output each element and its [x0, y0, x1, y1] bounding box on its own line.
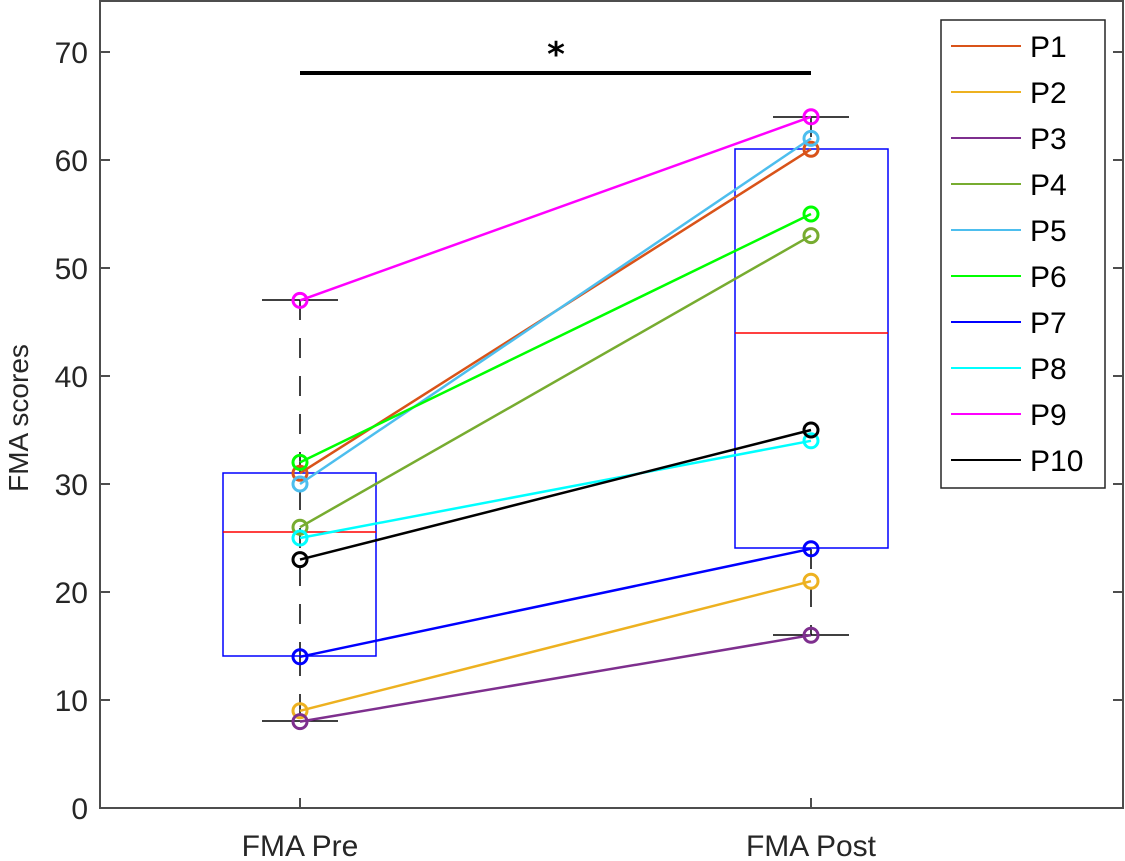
legend-item-p9: P9 [951, 399, 1067, 432]
y-tick: 40 [55, 361, 1123, 394]
data-point-marker [802, 108, 820, 126]
significance-annotation: * [300, 35, 811, 75]
x-tick-label-post: FMA Post [746, 830, 877, 861]
axes-frame [99, 0, 1124, 809]
y-axis: 0 10 20 30 40 50 60 [55, 37, 1123, 826]
y-axis-label: FMA scores [3, 344, 34, 492]
data-point-marker [291, 713, 309, 731]
legend-item-p3: P3 [951, 123, 1067, 156]
data-point-marker [802, 626, 820, 644]
series-p8 [291, 432, 820, 547]
y-tick: 70 [55, 37, 1123, 70]
series-line [299, 137, 812, 486]
boxplot-pre [222, 299, 377, 722]
series-p3 [291, 626, 820, 731]
data-point-marker [802, 572, 820, 590]
legend-label: P1 [1030, 31, 1067, 64]
data-point-marker [802, 227, 820, 245]
x-tick-label-pre: FMA Pre [242, 830, 359, 861]
y-tick-label: 70 [55, 37, 88, 70]
data-point-marker [291, 529, 309, 547]
data-point-marker [802, 432, 820, 450]
data-point-marker [802, 129, 820, 147]
legend-item-p7: P7 [951, 307, 1067, 340]
series-p9 [291, 108, 820, 309]
y-tick: 60 [55, 145, 1123, 178]
data-point-marker [802, 421, 820, 439]
y-tick-label: 10 [55, 685, 88, 718]
legend-item-p1: P1 [951, 31, 1067, 64]
y-tick-label: 20 [55, 577, 88, 610]
legend-label: P2 [1030, 77, 1067, 110]
data-point-marker [802, 140, 820, 158]
x-axis: FMA Pre FMA Post [242, 798, 877, 861]
legend-label: P10 [1030, 445, 1083, 478]
data-point-marker [291, 648, 309, 666]
y-tick-label: 50 [55, 253, 88, 286]
series-p10 [291, 421, 820, 569]
series-line [299, 439, 812, 540]
legend-item-p4: P4 [951, 169, 1067, 202]
data-point-marker [291, 551, 309, 569]
data-point-marker [291, 702, 309, 720]
data-point-marker [802, 205, 820, 223]
y-tick: 10 [55, 685, 1123, 718]
series-line [299, 212, 812, 464]
legend-label: P7 [1030, 307, 1067, 340]
data-point-marker [291, 464, 309, 482]
series-line [299, 115, 812, 302]
significance-asterisk: * [547, 35, 565, 75]
boxplot-post [734, 116, 889, 636]
legend-item-p2: P2 [951, 77, 1067, 110]
series-p4 [291, 227, 820, 536]
legend-item-p10: P10 [951, 445, 1083, 478]
data-point-marker [291, 518, 309, 536]
series-line [299, 579, 812, 713]
box [734, 148, 889, 549]
legend-item-p5: P5 [951, 215, 1067, 248]
y-tick-label: 40 [55, 361, 88, 394]
box [222, 472, 377, 657]
legend-item-p8: P8 [951, 353, 1067, 386]
data-point-marker [291, 291, 309, 309]
legend-label: P8 [1030, 353, 1067, 386]
y-tick-label: 30 [55, 469, 88, 502]
legend-item-p6: P6 [951, 261, 1067, 294]
series-line [299, 234, 812, 529]
y-tick-label: 0 [71, 793, 88, 826]
series-line [299, 633, 812, 723]
legend-box [940, 19, 1106, 489]
legend-label: P6 [1030, 261, 1067, 294]
y-tick-label: 60 [55, 145, 88, 178]
series-p7 [291, 540, 820, 666]
participant-series [291, 108, 820, 731]
series-p5 [291, 129, 820, 493]
legend: P1 P2 P3 P4 P5 P6 P7 P8 P9 P10 [940, 19, 1106, 489]
data-point-marker [802, 540, 820, 558]
legend-label: P5 [1030, 215, 1067, 248]
y-tick: 50 [55, 253, 1123, 286]
data-point-marker [291, 475, 309, 493]
legend-label: P4 [1030, 169, 1067, 202]
legend-label: P9 [1030, 399, 1067, 432]
y-tick: 0 [71, 793, 1123, 826]
series-line [299, 547, 812, 659]
data-point-marker [291, 453, 309, 471]
legend-label: P3 [1030, 123, 1067, 156]
series-line [299, 428, 812, 561]
series-p6 [291, 205, 820, 471]
y-tick: 30 [55, 469, 1123, 502]
series-p2 [291, 572, 820, 720]
y-tick: 20 [55, 577, 1123, 610]
